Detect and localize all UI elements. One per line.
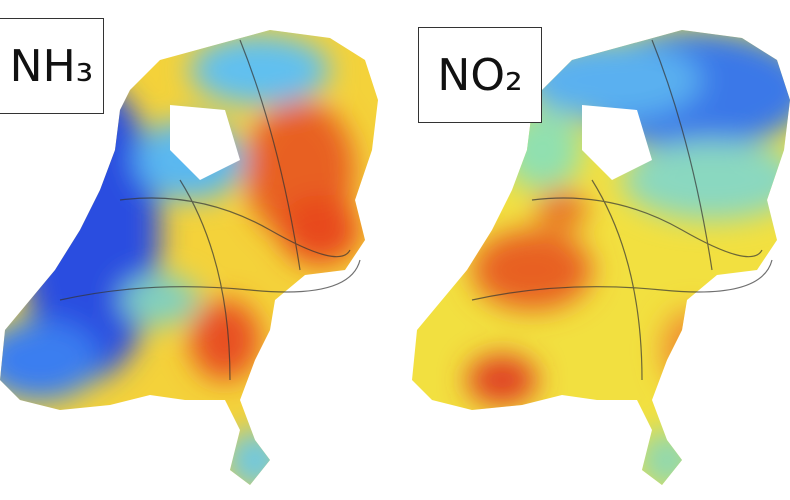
panel-label: NO₂ [418,27,542,123]
roads [59,39,773,381]
nh3-map [0,30,378,485]
panel-label: NH₃ [0,18,104,114]
